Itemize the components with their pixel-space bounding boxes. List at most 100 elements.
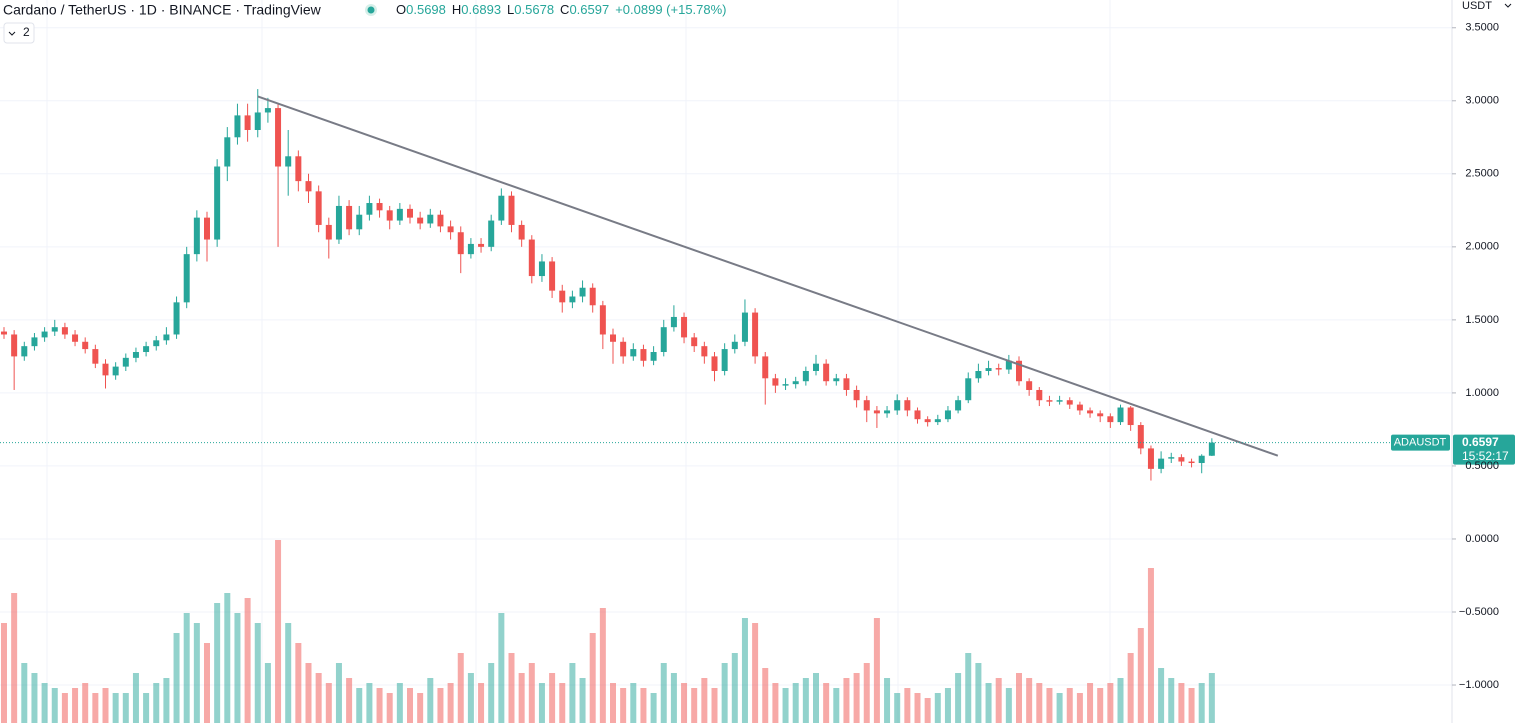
volume-bar bbox=[315, 673, 322, 723]
candle-body bbox=[995, 368, 1002, 370]
ohlc-value: 0.6893 bbox=[461, 2, 501, 17]
y-tick-label: 2.0000 bbox=[1465, 241, 1499, 253]
volume-bar bbox=[782, 688, 789, 723]
candle-body bbox=[61, 327, 68, 335]
candle-body bbox=[214, 166, 221, 240]
ohlc-value: 0.5698 bbox=[406, 2, 446, 17]
volume-bar bbox=[955, 673, 962, 723]
volume-bar bbox=[772, 683, 779, 723]
candle-body bbox=[82, 341, 89, 350]
volume-bar bbox=[1158, 668, 1165, 723]
candle-body bbox=[204, 217, 210, 240]
candle-body bbox=[985, 368, 992, 371]
volume-bar bbox=[457, 653, 464, 723]
currency-dropdown[interactable] bbox=[1504, 3, 1512, 8]
volume-bar bbox=[538, 683, 545, 723]
volume-bar bbox=[41, 683, 48, 723]
candle-body bbox=[275, 108, 282, 167]
candle-body bbox=[173, 302, 180, 335]
vertical-grid bbox=[46, 0, 1111, 723]
candle-body bbox=[813, 363, 819, 371]
candle-body bbox=[1117, 407, 1124, 423]
ohlc-key: O bbox=[396, 2, 406, 17]
candle-body bbox=[498, 195, 505, 221]
volume-bar bbox=[873, 618, 880, 723]
candle-body bbox=[924, 419, 931, 423]
volume-bar bbox=[224, 593, 231, 723]
volume-bar bbox=[802, 678, 809, 723]
candle-body bbox=[143, 346, 150, 353]
candle-body bbox=[802, 370, 809, 382]
symbol-label: ADAUSDT bbox=[1394, 437, 1447, 449]
volume-bar bbox=[985, 683, 992, 723]
volume-bar bbox=[691, 688, 698, 723]
volume-bar bbox=[275, 540, 282, 723]
candle-body bbox=[721, 349, 728, 371]
volume-bar bbox=[630, 683, 637, 723]
candle-body bbox=[102, 363, 109, 376]
volume-bar bbox=[31, 673, 38, 723]
candle-body bbox=[965, 378, 972, 401]
volume-bar bbox=[681, 683, 688, 723]
volume-bar bbox=[741, 618, 748, 723]
y-tick-label: 2.5000 bbox=[1465, 168, 1499, 180]
volume-bar bbox=[1208, 673, 1215, 723]
candle-body bbox=[305, 181, 312, 192]
volume-bar bbox=[386, 693, 393, 723]
volume-bar bbox=[670, 673, 677, 723]
volume-bar bbox=[204, 643, 210, 723]
candle-body bbox=[244, 115, 251, 130]
candle-body bbox=[944, 410, 951, 420]
candle-body bbox=[1168, 457, 1175, 459]
volume-bar bbox=[356, 688, 363, 723]
candle-body bbox=[711, 356, 718, 371]
volume-bar bbox=[92, 693, 99, 723]
volume-bar bbox=[884, 678, 891, 723]
volume-bar bbox=[1005, 688, 1012, 723]
ohlc-value: 0.6597 bbox=[569, 2, 609, 17]
y-tick-label: −1.0000 bbox=[1459, 679, 1499, 691]
volume-bar bbox=[193, 623, 200, 723]
candle-body bbox=[11, 334, 18, 357]
volume-bar bbox=[813, 673, 819, 723]
y-tick-label: 0.5000 bbox=[1465, 460, 1499, 472]
volume-bar bbox=[1178, 683, 1185, 723]
volume-bar bbox=[467, 673, 474, 723]
candle-body bbox=[1005, 360, 1012, 370]
y-tick-label: 1.5000 bbox=[1465, 314, 1499, 326]
y-tick-label: 1.0000 bbox=[1465, 387, 1499, 399]
candle-body bbox=[569, 296, 576, 303]
volume-bar bbox=[853, 673, 860, 723]
candle-body bbox=[1137, 425, 1144, 449]
volume-bar bbox=[1097, 688, 1104, 723]
candle-body bbox=[427, 214, 434, 224]
candle-body bbox=[620, 341, 627, 357]
candle-body bbox=[447, 226, 454, 233]
volume-bar bbox=[102, 688, 109, 723]
candle-body bbox=[478, 243, 485, 247]
candle-body bbox=[1087, 410, 1094, 414]
candle-body bbox=[579, 287, 586, 297]
volume-bar bbox=[508, 653, 515, 723]
volume-bar bbox=[1168, 678, 1175, 723]
candle-body bbox=[325, 224, 332, 240]
candle-body bbox=[630, 349, 637, 357]
candle-body bbox=[183, 254, 190, 303]
volume-bar bbox=[762, 668, 769, 723]
volume-bar bbox=[295, 643, 302, 723]
candle-body bbox=[356, 214, 363, 230]
volume-bar bbox=[498, 613, 505, 723]
volume-bar bbox=[752, 623, 759, 723]
volume-bar bbox=[599, 608, 606, 723]
volume-bar bbox=[914, 693, 921, 723]
volume-bar bbox=[61, 693, 68, 723]
candle-body bbox=[873, 410, 880, 414]
volume-bar bbox=[975, 663, 982, 723]
indicator-toggle[interactable] bbox=[3, 22, 35, 44]
change-value: +0.0899 (+15.78%) bbox=[615, 2, 726, 17]
volume-bar bbox=[620, 688, 627, 723]
volume-bar bbox=[285, 623, 292, 723]
volume-bar bbox=[478, 683, 485, 723]
candle-body bbox=[457, 232, 464, 255]
candle-body bbox=[538, 261, 545, 277]
